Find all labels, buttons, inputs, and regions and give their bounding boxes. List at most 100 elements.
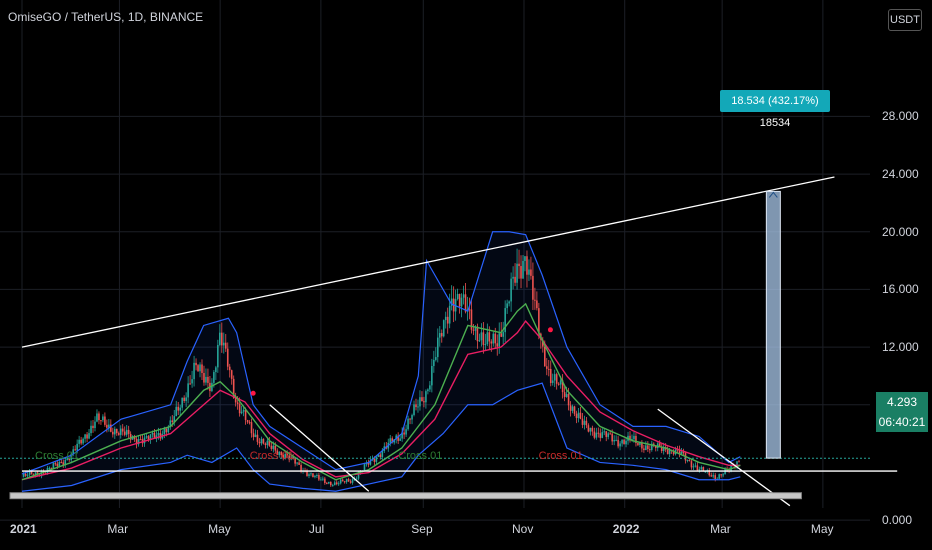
candle-body xyxy=(278,451,281,456)
candle-body xyxy=(106,424,108,428)
candle-body xyxy=(84,434,86,439)
candle-body xyxy=(613,440,615,442)
candle-body xyxy=(219,332,221,345)
candle-body xyxy=(30,471,33,475)
candle-body xyxy=(236,402,239,405)
candle-body xyxy=(316,474,318,476)
candle-body xyxy=(333,482,336,486)
candle-body xyxy=(26,474,29,476)
candle-body xyxy=(492,333,495,344)
candle-body xyxy=(119,428,122,435)
candle-body xyxy=(641,442,643,449)
bar-countdown: 06:40:21 xyxy=(878,415,926,429)
candle-body xyxy=(678,449,681,455)
y-tick-label: 0.000 xyxy=(882,513,913,528)
candle-body xyxy=(329,481,332,486)
candle-body xyxy=(298,462,300,465)
cross-label: Cross 01 xyxy=(35,450,80,462)
candle-body xyxy=(690,461,693,468)
candle-body xyxy=(171,420,174,423)
candle-body xyxy=(470,309,473,330)
candle-body xyxy=(175,406,178,417)
candle-body xyxy=(520,266,522,279)
candle-body xyxy=(736,461,738,467)
candle-body xyxy=(621,439,623,444)
candle-body xyxy=(561,380,564,393)
candle-body xyxy=(609,433,611,435)
candle-body xyxy=(718,474,720,479)
candle-body xyxy=(256,434,259,442)
candle-body xyxy=(226,348,229,367)
candle-body xyxy=(310,473,312,475)
measure-bar xyxy=(765,190,781,459)
candle-body xyxy=(181,397,183,408)
candle-body xyxy=(139,439,142,441)
candle-body xyxy=(201,364,203,373)
candle-body xyxy=(660,446,663,451)
candle-body xyxy=(157,433,160,436)
candle-body xyxy=(88,433,90,439)
candle-body xyxy=(232,378,235,399)
candle-body xyxy=(363,464,366,471)
candle-body xyxy=(189,383,191,385)
candle-body xyxy=(417,406,419,408)
candle-body xyxy=(270,445,273,449)
candle-body xyxy=(403,432,405,435)
x-tick-label: Nov xyxy=(511,522,534,536)
candle-body xyxy=(435,357,437,360)
candle-body xyxy=(127,429,130,434)
candle-body xyxy=(137,439,140,445)
candle-body xyxy=(694,465,697,467)
candle-body xyxy=(415,404,417,408)
candle-body xyxy=(115,428,118,434)
candle-body xyxy=(300,464,302,472)
y-tick-label: 28.000 xyxy=(882,109,919,124)
candle-body xyxy=(242,409,245,412)
candle-body xyxy=(526,256,528,275)
candle-body xyxy=(647,445,649,450)
candle-body xyxy=(389,438,392,443)
candle-body xyxy=(486,332,489,345)
cross-label: Cross 01 xyxy=(538,450,583,462)
candle-body xyxy=(110,424,112,432)
candle-body xyxy=(367,462,370,465)
candle-body xyxy=(108,424,110,428)
ema-slow-line xyxy=(21,320,741,481)
candle-body xyxy=(490,341,493,344)
candle-body xyxy=(442,320,445,337)
candle-body xyxy=(276,450,279,456)
current-price: 4.293 xyxy=(886,395,918,409)
candle-body xyxy=(615,439,617,441)
symbol-title: OmiseGO / TetherUS, 1D, BINANCE xyxy=(8,10,204,24)
candle-body xyxy=(591,427,594,432)
candle-body xyxy=(480,332,483,341)
candle-body xyxy=(462,294,465,298)
candle-body xyxy=(306,471,308,476)
candle-body xyxy=(498,333,501,347)
candle-body xyxy=(351,479,354,483)
bollinger-bands xyxy=(22,231,741,492)
candle-body xyxy=(619,443,621,447)
candle-body xyxy=(589,427,592,432)
candle-body xyxy=(272,445,275,449)
candle-body xyxy=(191,379,193,384)
candle-body xyxy=(179,407,181,411)
candle-body xyxy=(341,479,344,482)
candle-body xyxy=(534,299,536,301)
candle-body xyxy=(514,276,516,283)
candle-body xyxy=(496,343,499,347)
candle-body xyxy=(553,374,556,381)
candle-body xyxy=(135,438,138,445)
candle-body xyxy=(205,376,207,383)
candle-body xyxy=(593,431,596,438)
bb-upper-line xyxy=(21,231,741,475)
candle-body xyxy=(559,380,562,385)
candle-body xyxy=(274,445,277,451)
candle-body xyxy=(149,434,152,440)
candle-body xyxy=(575,413,578,419)
currency-unit-button[interactable]: USDT xyxy=(888,9,922,31)
candle-body xyxy=(639,442,641,445)
x-tick-label: May xyxy=(810,522,834,536)
candle-body xyxy=(528,269,530,275)
